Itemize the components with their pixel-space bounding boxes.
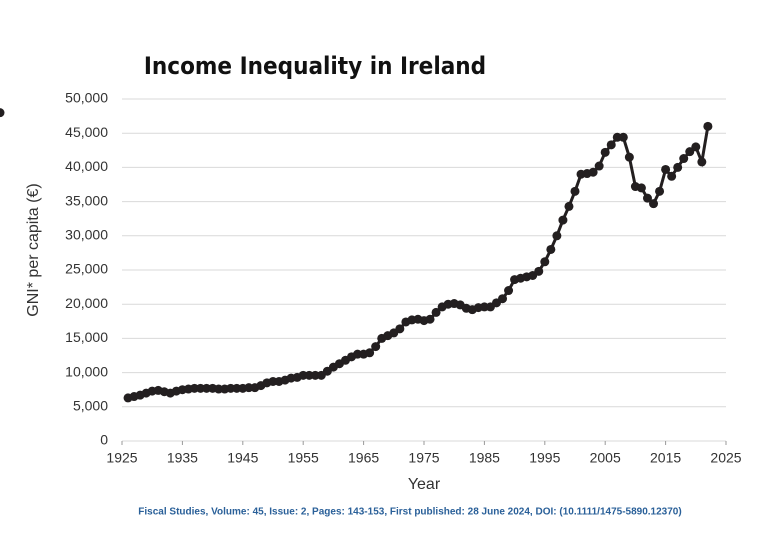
data-point bbox=[0, 108, 5, 118]
data-point bbox=[691, 142, 701, 152]
data-point bbox=[624, 152, 634, 162]
y-tick-label: 50,000 bbox=[65, 90, 108, 106]
data-point bbox=[558, 215, 568, 225]
x-tick-label: 1985 bbox=[469, 450, 500, 466]
data-point bbox=[546, 244, 556, 254]
data-point bbox=[431, 307, 441, 317]
data-point bbox=[564, 201, 574, 211]
data-point bbox=[552, 231, 562, 241]
x-tick-label: 1935 bbox=[167, 450, 198, 466]
data-point bbox=[570, 186, 580, 196]
data-point bbox=[642, 193, 652, 203]
y-tick-label: 15,000 bbox=[65, 329, 108, 345]
data-point bbox=[673, 162, 683, 172]
footnote: Fiscal Studies, Volume: 45, Issue: 2, Pa… bbox=[138, 507, 681, 518]
data-point bbox=[365, 348, 375, 358]
data-point bbox=[534, 266, 544, 276]
y-tick-label: 5,000 bbox=[73, 398, 108, 414]
x-tick-label: 1925 bbox=[106, 450, 137, 466]
x-tick-label: 2005 bbox=[590, 450, 621, 466]
x-tick-label: 1945 bbox=[227, 450, 258, 466]
y-tick-label: 20,000 bbox=[65, 295, 108, 311]
x-tick-label: 2025 bbox=[710, 450, 741, 466]
y-tick-label: 0 bbox=[100, 432, 108, 448]
x-tick-label: 2015 bbox=[650, 450, 681, 466]
data-point bbox=[618, 132, 628, 142]
data-point bbox=[703, 121, 713, 131]
data-point bbox=[504, 286, 514, 296]
data-point bbox=[498, 294, 508, 304]
data-point bbox=[661, 164, 671, 174]
x-tick-label: 1965 bbox=[348, 450, 379, 466]
data-point bbox=[667, 171, 677, 181]
y-tick-label: 25,000 bbox=[65, 261, 108, 277]
y-tick-label: 35,000 bbox=[65, 192, 108, 208]
y-tick-label: 40,000 bbox=[65, 158, 108, 174]
data-point bbox=[655, 186, 665, 196]
y-tick-label: 30,000 bbox=[65, 227, 108, 243]
x-tick-label: 1955 bbox=[288, 450, 319, 466]
data-point bbox=[594, 161, 604, 171]
y-tick-label: 10,000 bbox=[65, 363, 108, 379]
data-point bbox=[425, 314, 435, 324]
data-point bbox=[371, 342, 381, 352]
data-point bbox=[649, 199, 659, 209]
data-point bbox=[679, 154, 689, 164]
data-point bbox=[600, 147, 610, 157]
chart-title: Income Inequality in Ireland bbox=[144, 52, 486, 80]
x-tick-label: 1995 bbox=[529, 450, 560, 466]
data-point bbox=[395, 324, 405, 334]
x-axis-label: Year bbox=[408, 476, 441, 493]
x-tick-label: 1975 bbox=[408, 450, 439, 466]
data-point bbox=[606, 140, 616, 150]
data-point bbox=[540, 257, 550, 267]
data-point bbox=[685, 147, 695, 157]
data-point bbox=[636, 183, 646, 193]
data-point bbox=[588, 167, 598, 177]
data-point bbox=[697, 157, 707, 167]
y-axis-label: GNI* per capita (€) bbox=[25, 183, 42, 316]
y-tick-label: 45,000 bbox=[65, 124, 108, 140]
